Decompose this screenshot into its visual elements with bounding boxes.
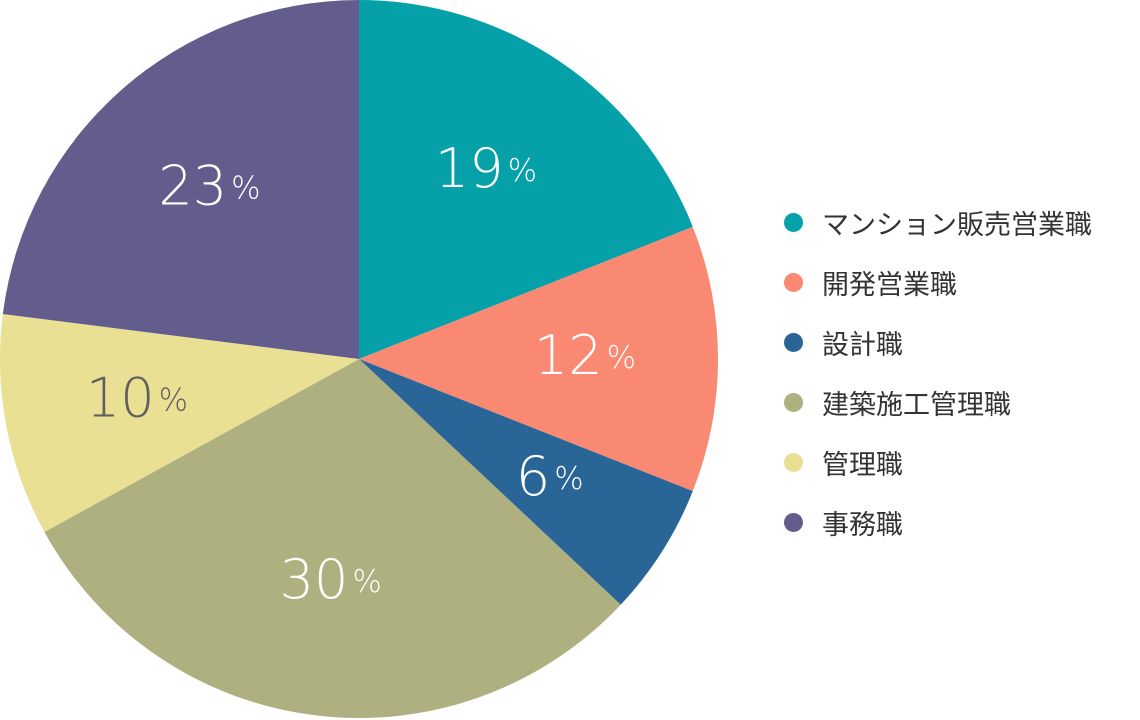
legend-item-2: 設計職 xyxy=(784,312,1134,372)
pie-slice-5 xyxy=(2,0,360,359)
pie-slice-value-2: 6 xyxy=(516,445,550,508)
pie-slice-unit-5: % xyxy=(231,170,260,206)
legend-item-4: 管理職 xyxy=(784,432,1134,492)
legend: マンション販売営業職 開発営業職設計職建築施工管理職 管理職事務職 xyxy=(784,192,1134,552)
pie-slice-unit-3: % xyxy=(352,564,381,600)
legend-item-5: 事務職 xyxy=(784,492,1134,552)
pie-slice-label-2: 6% xyxy=(516,445,584,508)
pie-slice-label-5: 23% xyxy=(158,154,260,217)
pie-slice-value-1: 12 xyxy=(534,324,603,387)
pie-slice-2 xyxy=(359,359,693,605)
pie-slice-unit-2: % xyxy=(554,461,583,497)
legend-dot-3 xyxy=(784,392,803,412)
pie-slice-label-4: 10% xyxy=(86,366,188,429)
legend-label-5: 事務職 xyxy=(822,509,903,541)
pie-slice-unit-4: % xyxy=(159,382,188,418)
pie-slice-1 xyxy=(359,226,719,492)
pie-slice-unit-0: % xyxy=(508,153,537,189)
pie-slice-value-5: 23 xyxy=(158,154,227,217)
legend-dot-0 xyxy=(784,212,803,232)
pie-slice-4 xyxy=(0,314,360,532)
legend-label-1: 開発営業職 xyxy=(822,269,957,301)
legend-item-1: 開発営業職 xyxy=(784,252,1134,312)
legend-label-2: 設計職 xyxy=(822,329,903,361)
legend-item-3: 建築施工管理職 xyxy=(784,372,1134,432)
legend-label-0: マンション販売営業職 xyxy=(822,209,1092,241)
pie-slice-value-0: 19 xyxy=(435,137,504,200)
legend-dot-1 xyxy=(784,272,803,292)
legend-dot-4 xyxy=(784,452,803,472)
pie-slice-unit-1: % xyxy=(607,340,636,376)
pie-slice-label-1: 12% xyxy=(534,324,636,387)
legend-item-0: マンション販売営業職 xyxy=(784,192,1134,252)
legend-label-3: 建築施工管理職 xyxy=(822,389,1011,421)
pie-slices xyxy=(0,0,719,718)
pie-slice-value-4: 10 xyxy=(86,366,155,429)
pie-slice-3 xyxy=(44,359,621,718)
legend-dot-5 xyxy=(784,512,803,532)
legend-label-4: 管理職 xyxy=(822,449,903,481)
pie-slice-0 xyxy=(359,0,693,359)
pie-slice-value-3: 30 xyxy=(280,548,349,611)
pie-labels: 19 %12 %6 %30 %10 %23% xyxy=(86,137,636,611)
legend-dot-2 xyxy=(784,332,803,352)
pie-slice-label-0: 19% xyxy=(435,137,537,200)
pie-slice-label-3: 30% xyxy=(280,548,382,611)
